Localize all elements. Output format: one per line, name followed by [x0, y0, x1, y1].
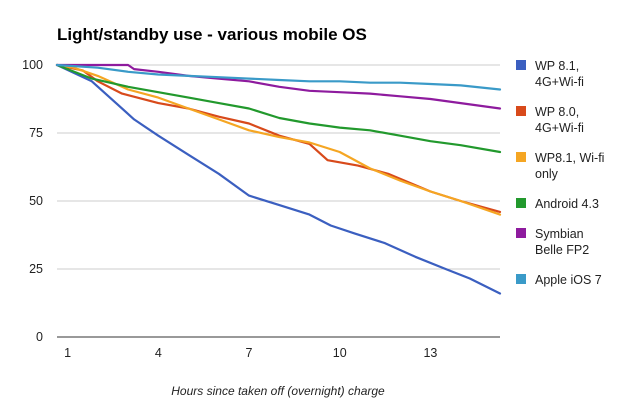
legend-item: Android 4.3: [516, 197, 599, 211]
legend-item: Symbian Belle FP2: [516, 227, 589, 257]
legend-swatch: [516, 274, 526, 284]
x-tick-label: 13: [423, 346, 437, 360]
series-line: [55, 63, 502, 91]
legend-swatch: [516, 106, 526, 116]
axis: 0 25 50 75 100 1 4 7 10 13: [22, 58, 437, 360]
legend-label: Symbian: [535, 227, 584, 241]
legend-label: Android 4.3: [535, 197, 599, 211]
legend-label: WP 8.1,: [535, 59, 579, 73]
legend-label: only: [535, 167, 559, 181]
legend-item: WP 8.0, 4G+Wi-fi: [516, 105, 584, 135]
series-line: [55, 63, 502, 213]
legend: WP 8.1, 4G+Wi-fi WP 8.0, 4G+Wi-fi WP8.1, Wi-…: [516, 59, 604, 287]
series-line: [55, 63, 502, 295]
legend-label: Belle FP2: [535, 243, 589, 257]
grid-lines: [57, 64, 500, 338]
x-axis-label: Hours since taken off (overnight) charge: [171, 384, 385, 398]
legend-label: WP8.1, Wi-fi: [535, 151, 604, 165]
legend-swatch: [516, 60, 526, 70]
y-tick-label: 100: [22, 58, 43, 72]
legend-item: Apple iOS 7: [516, 273, 602, 287]
x-tick-label: 7: [246, 346, 253, 360]
y-tick-label: 75: [29, 126, 43, 140]
legend-swatch: [516, 198, 526, 208]
legend-label: Apple iOS 7: [535, 273, 602, 287]
legend-swatch: [516, 228, 526, 238]
legend-swatch: [516, 152, 526, 162]
series-lines: [55, 63, 502, 295]
legend-label: 4G+Wi-fi: [535, 121, 584, 135]
series-line: [55, 63, 502, 110]
legend-item: WP 8.1, 4G+Wi-fi: [516, 59, 584, 89]
series-line: [55, 63, 502, 154]
legend-label: WP 8.0,: [535, 105, 579, 119]
x-tick-label: 10: [333, 346, 347, 360]
y-tick-label: 25: [29, 262, 43, 276]
y-tick-label: 50: [29, 194, 43, 208]
x-tick-label: 1: [64, 346, 71, 360]
legend-label: 4G+Wi-fi: [535, 75, 584, 89]
y-tick-label: 0: [36, 330, 43, 344]
x-tick-label: 4: [155, 346, 162, 360]
chart-title: Light/standby use - various mobile OS: [57, 25, 367, 44]
legend-item: WP8.1, Wi-fi only: [516, 151, 604, 181]
